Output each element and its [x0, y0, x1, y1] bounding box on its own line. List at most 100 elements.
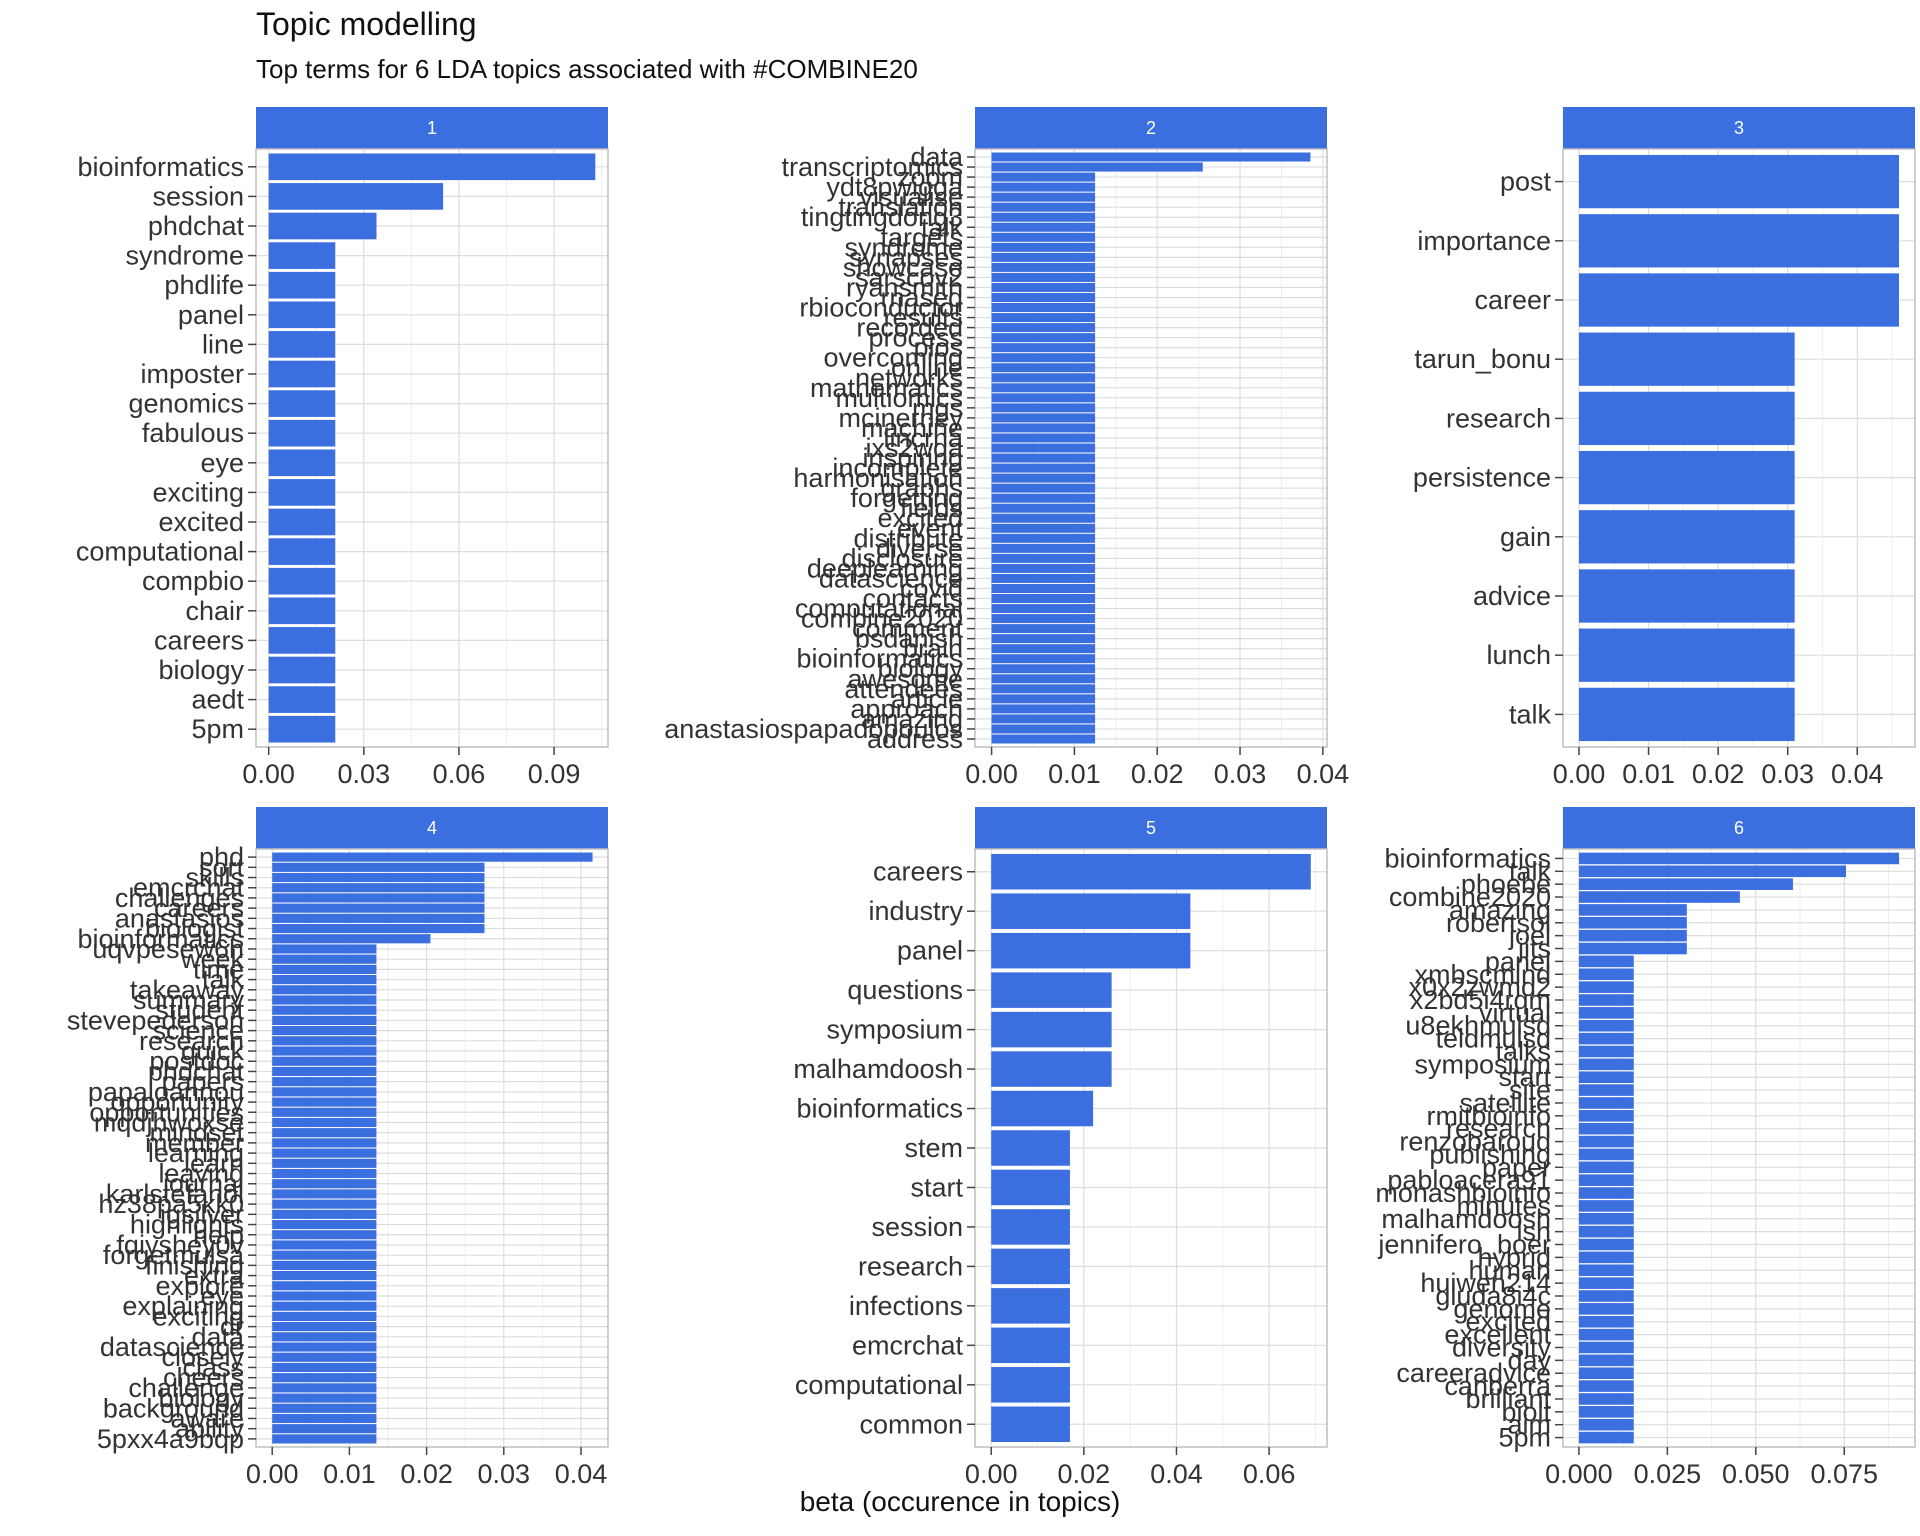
category-label: gluda8i4c	[1435, 1281, 1551, 1311]
category-label: syndrome	[125, 241, 244, 271]
category-label: week	[180, 944, 245, 974]
category-label: panel	[1485, 946, 1551, 976]
category-label: research	[139, 1026, 244, 1056]
category-label: renzobaroud	[1399, 1127, 1551, 1157]
facet-panel-2: 2 datatranscriptomicszoomydt8pwiggavisual…	[664, 107, 1349, 789]
category-label: challenges	[115, 883, 244, 913]
category-label: learn	[184, 1148, 244, 1178]
category-label: lunch	[1486, 640, 1551, 670]
bar	[1578, 929, 1687, 942]
bar	[991, 282, 1096, 292]
bar	[272, 1332, 377, 1342]
category-label: research	[1446, 1114, 1551, 1144]
category-label: inspiring	[862, 443, 963, 473]
panel-border	[1562, 148, 1916, 748]
bar	[991, 1248, 1070, 1285]
bar	[268, 715, 336, 743]
bar	[268, 419, 336, 447]
x-tick-label: 0.02	[1058, 1459, 1111, 1489]
x-tick-label: 0.00	[242, 759, 295, 789]
category-label: huiwen214	[1420, 1268, 1551, 1298]
bar	[1578, 1290, 1634, 1302]
bar	[991, 724, 1096, 734]
bar	[1578, 852, 1900, 865]
category-label: brilliant	[1465, 1384, 1551, 1414]
bar	[272, 1138, 377, 1148]
category-label: phoebe	[1461, 869, 1551, 899]
bar	[1578, 1264, 1634, 1277]
chart-subtitle: Top terms for 6 LDA topics associated wi…	[256, 54, 918, 84]
category-label: 5pm	[191, 714, 244, 744]
bar	[272, 1322, 377, 1332]
bar	[1578, 1097, 1634, 1109]
category-label: sarscov2	[855, 262, 963, 292]
category-label: persistence	[1413, 463, 1551, 493]
bar	[991, 152, 1311, 162]
category-label: translation	[838, 192, 963, 222]
bar	[1579, 450, 1795, 505]
bar	[1578, 916, 1687, 929]
bar	[991, 1288, 1070, 1324]
category-label: 5pm	[1498, 1423, 1551, 1453]
category-label: bioinformatics	[796, 1094, 963, 1124]
category-label: amazing	[1449, 895, 1551, 925]
category-label: satellite	[1459, 1088, 1551, 1118]
category-label: contacts	[862, 584, 963, 614]
category-label: genome	[1453, 1294, 1551, 1324]
bar	[991, 893, 1191, 929]
category-label: explaining	[122, 1291, 244, 1321]
category-label: eye	[200, 1281, 244, 1311]
category-label: bsdanish	[855, 624, 963, 654]
bar	[991, 222, 1096, 232]
category-label: talk	[921, 212, 964, 242]
bar	[1578, 1406, 1634, 1418]
bar	[1578, 891, 1740, 903]
bar	[272, 964, 377, 974]
bar	[272, 883, 485, 893]
category-label: lsh	[1516, 1217, 1551, 1247]
category-label: overcoming	[823, 343, 963, 373]
bar	[991, 473, 1096, 483]
bar	[991, 853, 1311, 890]
bar	[1578, 878, 1793, 890]
bar	[1578, 1238, 1634, 1251]
panel-border	[255, 848, 609, 1448]
bar	[991, 1406, 1070, 1443]
bar	[1578, 1328, 1634, 1341]
category-label: phd	[199, 842, 244, 872]
bar	[991, 1011, 1112, 1048]
x-tick-label: 0.06	[1243, 1459, 1296, 1489]
category-label: mindset	[149, 1118, 244, 1148]
category-label: publishing	[1429, 1139, 1551, 1169]
bar	[1578, 1212, 1634, 1225]
category-label: phdchat	[148, 1056, 245, 1086]
bar	[991, 182, 1096, 192]
category-label: combine2020	[801, 604, 963, 634]
bar	[272, 954, 377, 964]
category-label: malhamdoosh	[1381, 1204, 1551, 1234]
bar	[991, 674, 1096, 684]
category-label: bioinformatics	[796, 644, 963, 674]
bar	[991, 583, 1096, 593]
bar	[1578, 942, 1687, 955]
category-label: diverse	[876, 533, 963, 563]
bar	[991, 1169, 1070, 1206]
bar	[991, 423, 1096, 433]
bar	[268, 331, 336, 358]
x-tick-label: 0.03	[478, 1459, 531, 1489]
bar	[991, 593, 1096, 604]
bar	[991, 714, 1096, 724]
x-tick-label: 0.03	[1761, 759, 1814, 789]
bar	[1578, 1354, 1634, 1367]
x-tick-label: 0.04	[1297, 759, 1350, 789]
bar	[272, 1311, 377, 1322]
bar	[272, 1362, 377, 1373]
bar	[991, 493, 1096, 503]
category-label: online	[891, 353, 963, 383]
bar	[272, 1403, 377, 1413]
category-label: jennifero_boer	[1377, 1230, 1551, 1260]
facet-panel-6: 6 bioinformaticstalkphoebecombine2020amaz…	[1375, 807, 1916, 1489]
category-label: karlstefanoi	[106, 1179, 244, 1209]
category-label: mgs	[912, 393, 963, 423]
